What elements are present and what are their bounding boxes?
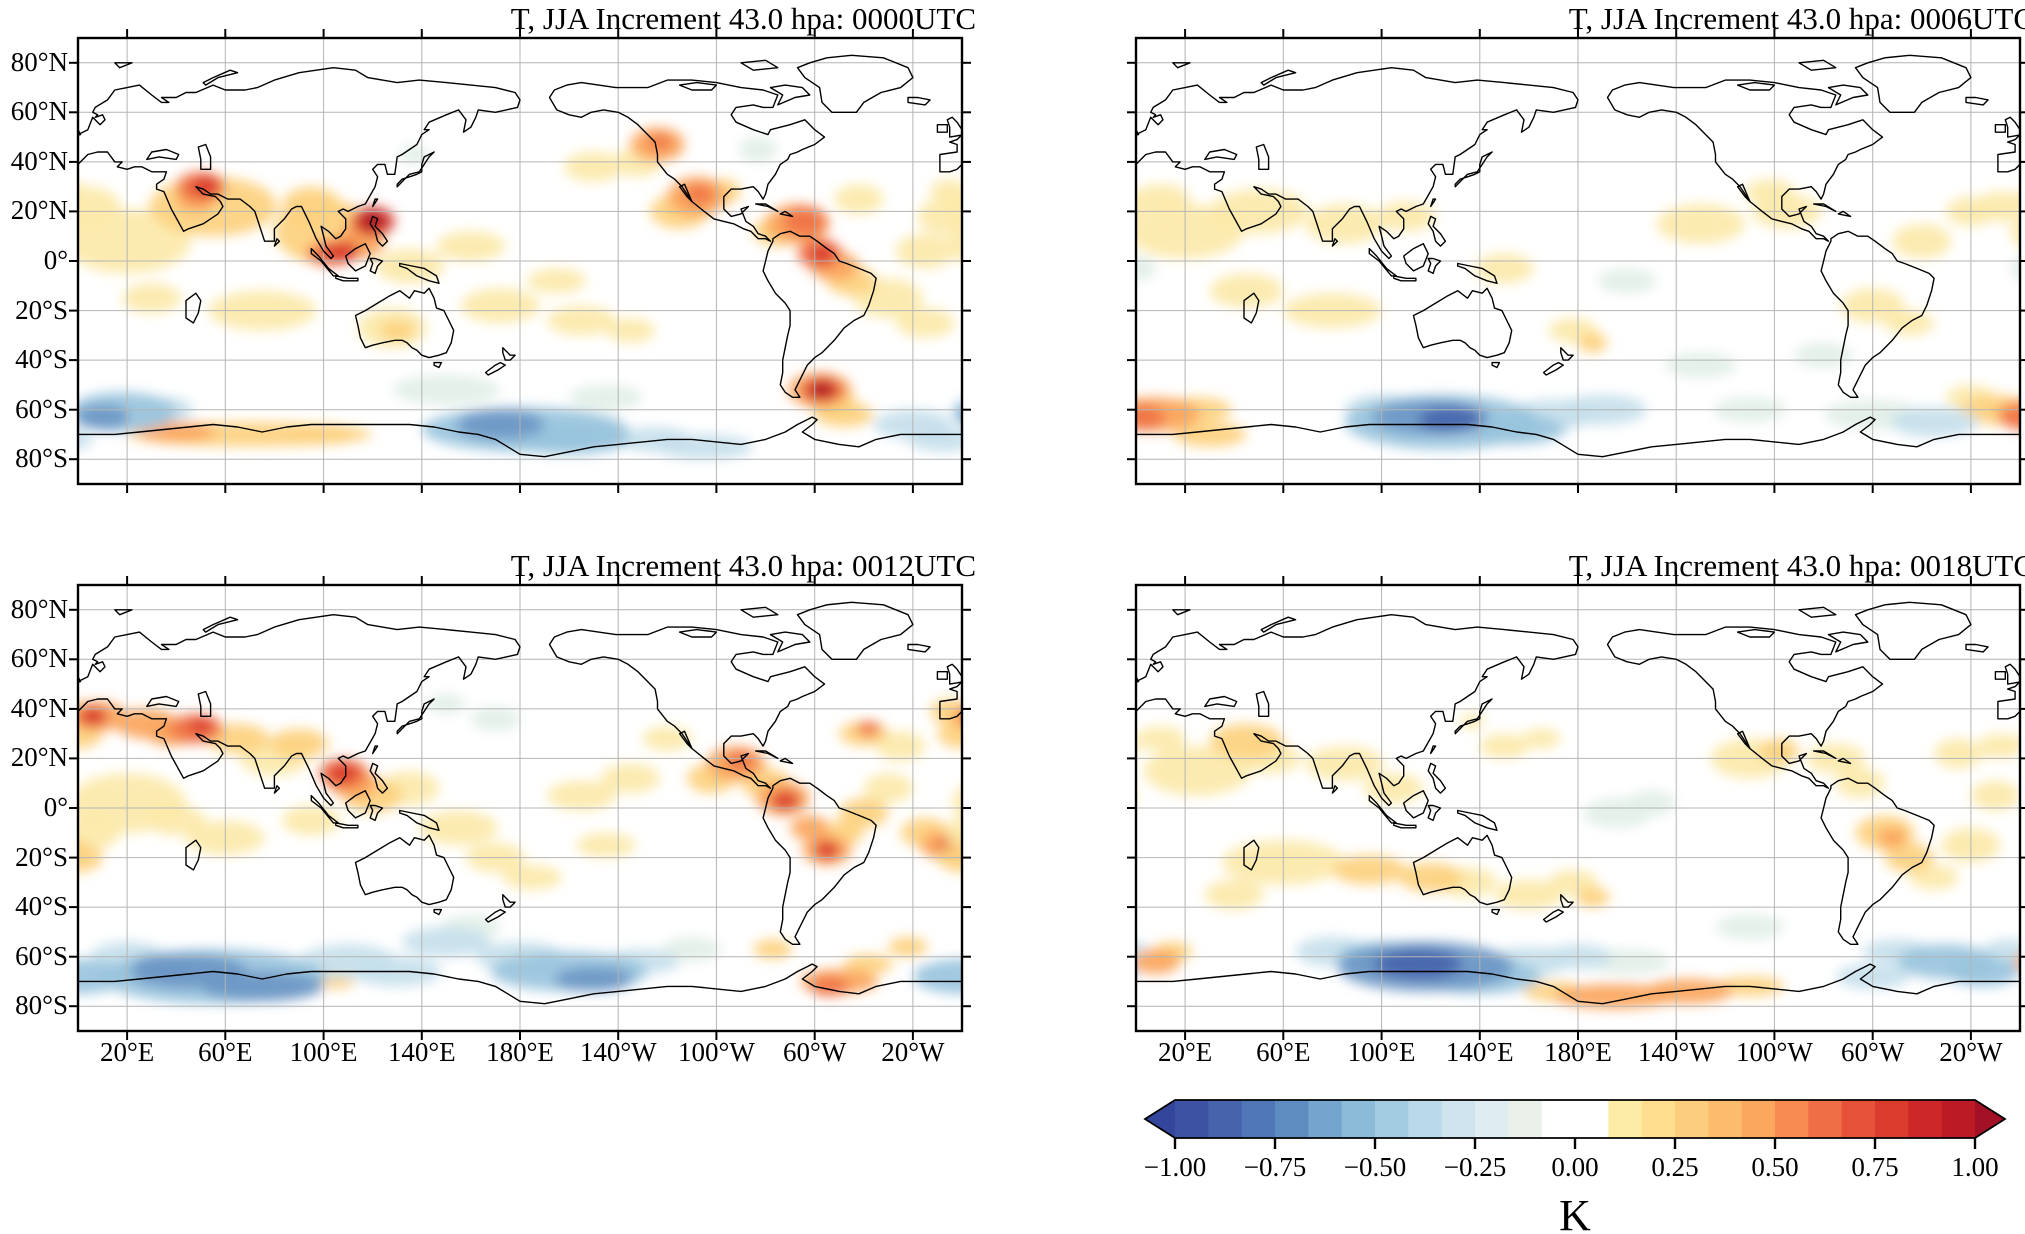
lat-tick-label: 20°N	[10, 195, 68, 226]
map-panel-0000utc	[69, 29, 971, 493]
lat-tick-label: 60°S	[15, 393, 68, 424]
coastlines	[1136, 54, 2020, 458]
panel-title-0012utc: T, JJA Increment 43.0 hpa: 0012UTC	[510, 548, 976, 583]
lat-tick-label: 60°N	[10, 643, 68, 674]
colorbar-tick-label: 0.25	[1651, 1152, 1699, 1182]
panel-title-0000utc: T, JJA Increment 43.0 hpa: 0000UTC	[510, 1, 976, 36]
colorbar-ticks	[1173, 1138, 1977, 1149]
lon-tick-label: 100°E	[289, 1037, 358, 1067]
lon-tick-label: 100°E	[1347, 1037, 1416, 1067]
lat-tick-label: 80°S	[15, 443, 68, 474]
graticule	[78, 38, 962, 484]
lon-tick-label: 180°E	[1544, 1037, 1612, 1067]
lon-tick-label: 180°E	[486, 1037, 554, 1067]
lat-tick-label: 0°	[43, 792, 68, 822]
map-panel-0012utc	[69, 576, 971, 1040]
lat-tick-label: 40°S	[15, 344, 68, 375]
colorbar-canvas	[1143, 1099, 2007, 1149]
panel-title-0006utc: T, JJA Increment 43.0 hpa: 0006UTC	[1568, 1, 2025, 36]
lat-tick-label: 80°N	[10, 593, 68, 624]
colorbar-tick-label: −0.50	[1343, 1152, 1407, 1182]
lon-tick-label: 20°E	[99, 1037, 155, 1067]
colorbar-tick-label: 0.50	[1751, 1152, 1799, 1182]
lon-tick-label: 20°W	[1939, 1037, 2003, 1067]
lat-tick-label: 20°N	[10, 742, 68, 773]
colorbar-tick-label: −1.00	[1143, 1152, 1207, 1182]
colorbar-tick-label: −0.25	[1443, 1152, 1507, 1182]
lon-tick-label: 140°E	[387, 1037, 456, 1067]
lat-tick-label: 20°S	[15, 841, 68, 872]
lat-tick-label: 40°N	[10, 692, 68, 723]
anomaly-field	[78, 127, 962, 460]
lat-tick-label: 80°S	[15, 990, 68, 1021]
lat-tick-label: 20°S	[15, 294, 68, 325]
map-canvas	[69, 29, 971, 493]
map-canvas	[69, 576, 971, 1040]
map-canvas	[1127, 576, 2025, 1040]
lat-tick-label: 40°S	[15, 891, 68, 922]
lat-tick-label: 40°N	[10, 145, 68, 176]
axis-ticks	[69, 576, 971, 1040]
lon-tick-label: 140°W	[1637, 1037, 1715, 1067]
lon-tick-label: 60°W	[1841, 1037, 1905, 1067]
panel-title-0018utc: T, JJA Increment 43.0 hpa: 0018UTC	[1568, 548, 2025, 583]
colorbar	[1143, 1098, 2025, 1158]
graticule	[78, 585, 962, 1031]
colorbar-unit-label: K	[1559, 1191, 1591, 1234]
lon-tick-label: 100°W	[1736, 1037, 1813, 1067]
map-panel-0006utc	[1127, 29, 2025, 493]
anomaly-field	[78, 694, 962, 1004]
graticule	[1136, 585, 2020, 1031]
lat-tick-label: 0°	[43, 245, 68, 275]
lon-tick-label: 100°W	[678, 1037, 755, 1067]
lat-tick-label: 80°N	[10, 46, 68, 77]
lon-tick-label: 60°E	[1256, 1037, 1311, 1067]
lat-tick-label: 60°N	[10, 96, 68, 127]
graticule	[1136, 38, 2020, 484]
map-panel-0018utc	[1127, 576, 2025, 1040]
lon-tick-label: 140°W	[579, 1037, 657, 1067]
lon-tick-label: 20°E	[1157, 1037, 1213, 1067]
lon-tick-label: 60°E	[198, 1037, 253, 1067]
coastlines	[78, 54, 962, 458]
map-canvas	[1127, 29, 2025, 493]
coastlines	[1136, 601, 2020, 1005]
lon-tick-label: 140°E	[1445, 1037, 1514, 1067]
colorbar-tick-label: −0.75	[1243, 1152, 1307, 1182]
colorbar-tick-label: 0.75	[1851, 1152, 1899, 1182]
axis-ticks	[1127, 576, 2025, 1040]
axis-ticks	[69, 29, 971, 493]
lon-tick-label: 60°W	[783, 1037, 847, 1067]
coastlines	[78, 601, 962, 1005]
colorbar-tick-label: 1.00	[1951, 1152, 1999, 1182]
lat-tick-label: 60°S	[15, 940, 68, 971]
colorbar-tick-label: 0.00	[1551, 1152, 1599, 1182]
lon-tick-label: 20°W	[881, 1037, 945, 1067]
